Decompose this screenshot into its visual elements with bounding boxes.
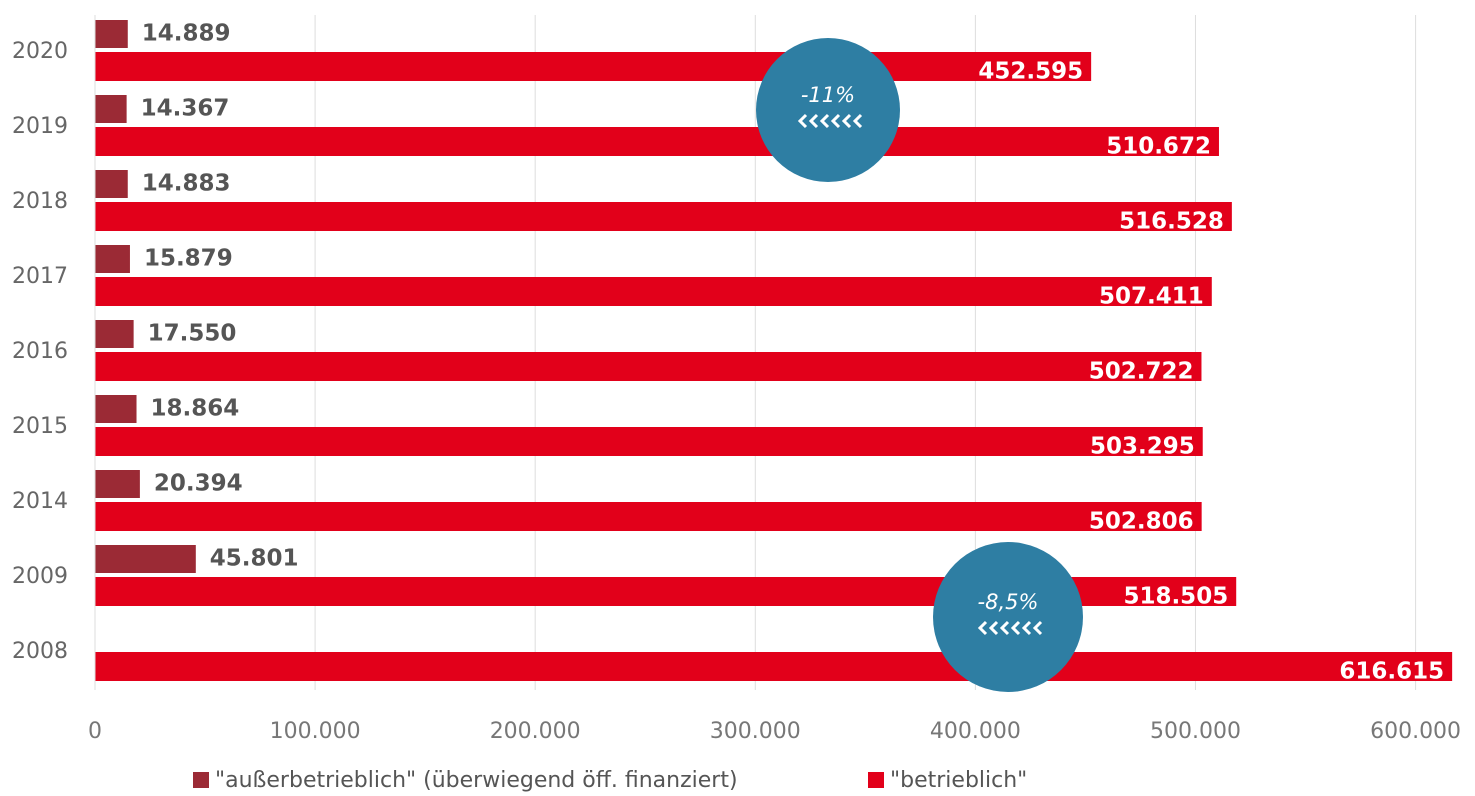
bar xyxy=(95,245,130,273)
bar xyxy=(95,20,128,48)
y-tick-label: 2020 xyxy=(12,39,68,64)
bar xyxy=(95,277,1212,306)
bar xyxy=(95,395,137,423)
value-label: 15.879 xyxy=(144,246,233,272)
value-label: 20.394 xyxy=(154,471,243,497)
legend-swatch xyxy=(868,772,884,788)
bar xyxy=(95,502,1202,531)
chevron xyxy=(819,113,830,129)
y-tick-label: 2016 xyxy=(12,339,68,364)
bar xyxy=(95,352,1202,381)
value-label: 503.295 xyxy=(1090,434,1195,460)
y-tick-label: 2009 xyxy=(12,564,68,589)
chevron xyxy=(841,113,852,129)
chevron xyxy=(1032,620,1043,636)
annotation-circle xyxy=(933,542,1083,692)
bar xyxy=(95,427,1203,456)
bar xyxy=(95,52,1092,81)
value-label: 14.889 xyxy=(142,21,231,47)
value-label: 616.615 xyxy=(1339,659,1444,685)
value-label: 502.722 xyxy=(1089,359,1194,385)
value-label: 17.550 xyxy=(148,321,237,347)
y-tick-label: 2015 xyxy=(12,414,68,439)
x-tick-label: 400.000 xyxy=(930,719,1021,744)
value-label: 18.864 xyxy=(151,396,240,422)
annotation-circle xyxy=(756,38,900,182)
value-label: 452.595 xyxy=(978,59,1083,85)
chevron xyxy=(988,620,999,636)
bar xyxy=(95,545,196,573)
annotation: -8,5% xyxy=(978,590,1039,614)
value-label: 518.505 xyxy=(1123,584,1228,610)
value-label: 502.806 xyxy=(1089,509,1194,535)
y-tick-label: 2019 xyxy=(12,114,68,139)
legend-label: "betrieblich" xyxy=(890,768,1027,793)
bar xyxy=(95,320,134,348)
legend-swatch xyxy=(193,772,209,788)
y-tick-label: 2008 xyxy=(12,639,68,664)
y-tick-label: 2017 xyxy=(12,264,68,289)
value-label: 510.672 xyxy=(1106,134,1211,160)
chevron xyxy=(977,620,988,636)
chevron xyxy=(1021,620,1032,636)
y-tick-label: 2014 xyxy=(12,489,68,514)
value-label: 45.801 xyxy=(210,546,299,572)
bar xyxy=(95,127,1219,156)
chevron xyxy=(808,113,819,129)
legend-label: "außerbetrieblich" (überwiegend öff. fin… xyxy=(215,768,738,793)
x-tick-label: 200.000 xyxy=(490,719,581,744)
x-tick-label: 0 xyxy=(88,719,102,744)
x-tick-label: 100.000 xyxy=(270,719,361,744)
bar xyxy=(95,95,127,123)
value-label: 516.528 xyxy=(1119,209,1224,235)
chevron xyxy=(1010,620,1021,636)
bar xyxy=(95,202,1232,231)
annotation: -11% xyxy=(801,83,855,107)
chevron xyxy=(999,620,1010,636)
bar xyxy=(95,652,1453,681)
bar xyxy=(95,470,140,498)
x-tick-label: 300.000 xyxy=(710,719,801,744)
chevron xyxy=(852,113,863,129)
bar xyxy=(95,170,128,198)
x-tick-label: 600.000 xyxy=(1370,719,1461,744)
chevron xyxy=(797,113,808,129)
value-label: 14.367 xyxy=(141,96,230,122)
value-label: 14.883 xyxy=(142,171,231,197)
value-label: 507.411 xyxy=(1099,284,1204,310)
x-tick-label: 500.000 xyxy=(1150,719,1241,744)
chevron xyxy=(830,113,841,129)
y-tick-label: 2018 xyxy=(12,189,68,214)
